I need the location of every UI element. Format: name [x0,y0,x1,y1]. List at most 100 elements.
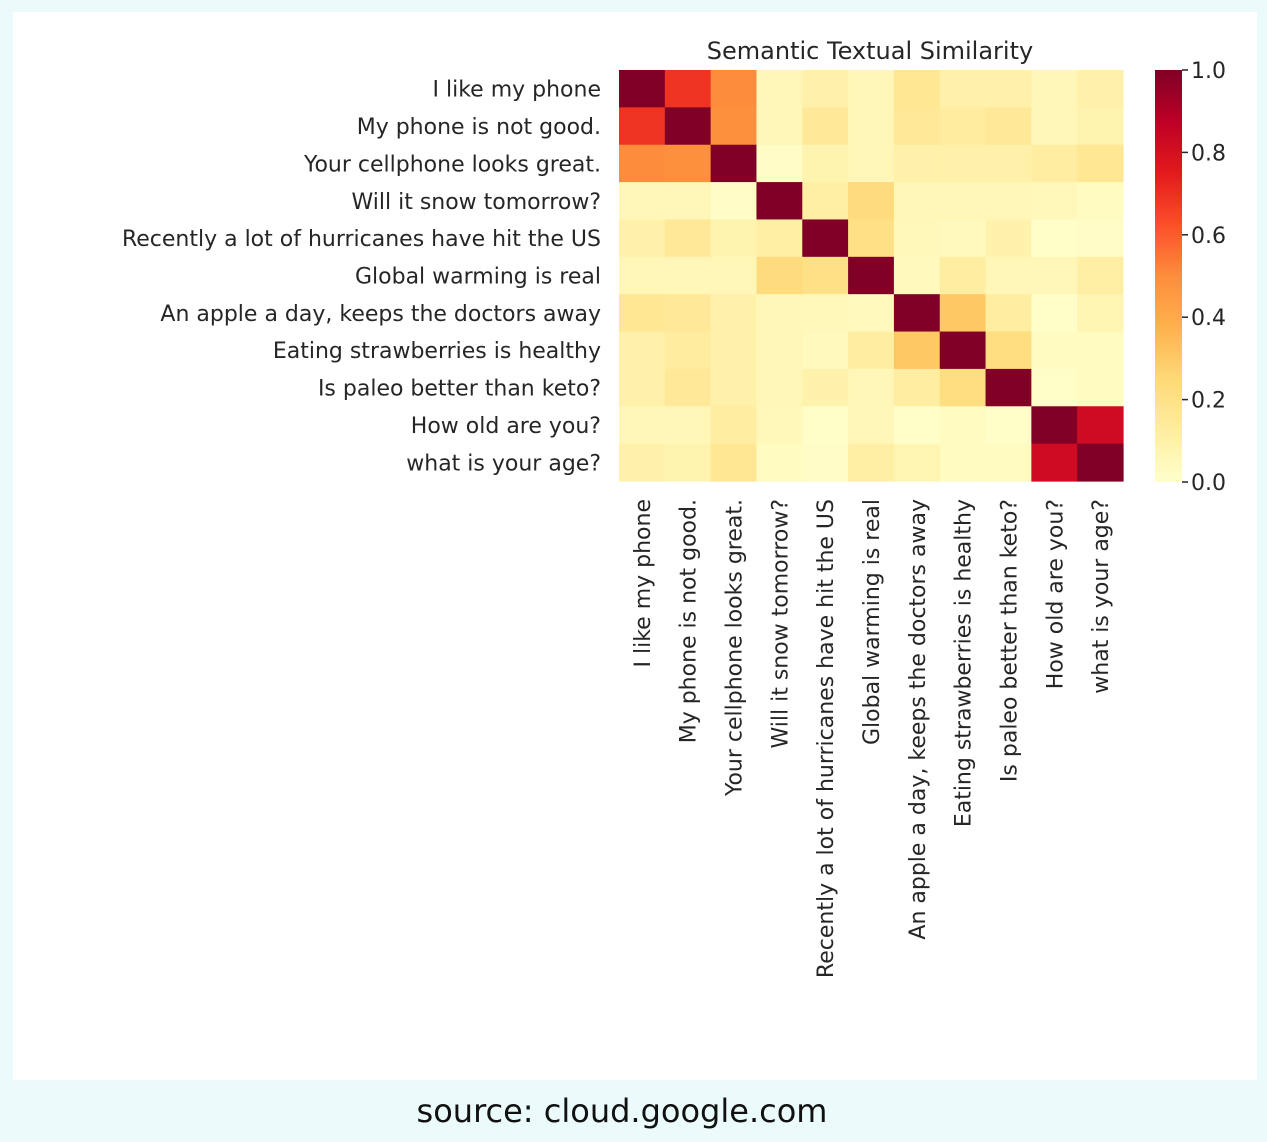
heatmap-cell [893,294,941,333]
heatmap-cell [893,219,941,258]
heatmap-cell [985,219,1032,258]
x-tick-label: I like my phone [631,499,656,667]
heatmap-cell [619,182,666,221]
y-tick-label: Global warming is real [355,265,601,290]
heatmap-cell [893,443,941,482]
heatmap-cell [893,331,941,370]
heatmap-cell [1031,144,1078,183]
y-axis-labels: I like my phone My phone is not good. Your… [122,78,601,477]
heatmap-cell [619,219,666,258]
heatmap-cell [893,70,941,108]
y-tick-label: what is your age? [406,451,601,476]
heatmap-cell [848,182,895,221]
heatmap-cell [710,406,758,445]
heatmap-cell [619,443,666,482]
x-tick-label: How old are you? [1043,499,1068,689]
heatmap-cells [619,70,1124,482]
heatmap-cell [710,443,758,482]
heatmap-cell [1031,107,1078,146]
heatmap-cell [939,182,987,221]
heatmap-cell [939,443,987,482]
x-tick-label: Your cellphone looks great. [723,499,748,797]
y-tick-label: Recently a lot of hurricanes have hit th… [122,227,601,252]
x-tick-label: Recently a lot of hurricanes have hit th… [814,499,839,978]
x-tick-label: what is your age? [1089,499,1114,694]
heatmap-cell [939,219,987,258]
heatmap-cell [802,219,849,258]
heatmap-cell [756,406,803,445]
y-tick-label: How old are you? [411,414,601,439]
heatmap-cell [1077,406,1124,445]
colorbar-tick-label: 0.0 [1191,471,1226,496]
colorbar-tick-label: 0.6 [1191,224,1226,249]
heatmap-cell [756,443,803,482]
heatmap-cell [802,182,849,221]
colorbar: 0.0 0.2 0.4 0.6 0.8 1.0 [1155,59,1226,496]
heatmap-cell [1031,368,1078,407]
heatmap-cell [893,256,941,295]
heatmap-cell [893,182,941,221]
heatmap-cell [802,256,849,295]
x-tick-label: My phone is not good. [677,499,702,743]
heatmap-cell [619,144,666,183]
heatmap-cell [710,144,758,183]
heatmap-cell [848,294,895,333]
heatmap-cell [1077,107,1124,146]
heatmap-cell [664,331,712,370]
heatmap-cell [802,406,849,445]
heatmap-cell [939,368,987,407]
source-caption: source: cloud.google.com [416,1092,828,1130]
heatmap-cell [802,107,849,146]
heatmap-cell [893,406,941,445]
x-tick-label: Eating strawberries is healthy [952,499,977,827]
x-tick-label: Will it snow tomorrow? [768,499,793,749]
heatmap-cell [1077,70,1124,108]
heatmap-cell [848,443,895,482]
heatmap-cell [619,368,666,407]
heatmap-cell [664,368,712,407]
heatmap-cell [1077,182,1124,221]
heatmap-cell [939,144,987,183]
heatmap-cell [710,182,758,221]
heatmap-cell [985,294,1032,333]
heatmap-cell [985,107,1032,146]
x-axis-labels: I like my phone My phone is not good. Your… [631,499,1114,978]
heatmap-cell [756,294,803,333]
colorbar-tick-label: 0.2 [1191,389,1226,414]
heatmap-cell [1031,256,1078,295]
heatmap-cell [939,331,987,370]
heatmap-cell [1031,331,1078,370]
heatmap-cell [802,144,849,183]
heatmap-cell [848,406,895,445]
heatmap-cell [756,182,803,221]
heatmap-cell [939,294,987,333]
heatmap-cell [756,256,803,295]
heatmap-cell [664,294,712,333]
heatmap-cell [619,331,666,370]
heatmap-cell [756,144,803,183]
y-tick-label: Will it snow tomorrow? [351,190,601,215]
heatmap-cell [664,443,712,482]
heatmap-cell [848,144,895,183]
heatmap-cell [710,256,758,295]
heatmap-cell [985,443,1032,482]
heatmap-cell [619,70,666,108]
heatmap-cell [939,256,987,295]
heatmap-cell [1031,443,1078,482]
heatmap-cell [664,144,712,183]
x-tick-label: An apple a day, keeps the doctors away [906,499,931,940]
heatmap-cell [756,107,803,146]
heatmap-cell [802,443,849,482]
y-tick-label: Eating strawberries is healthy [273,339,601,364]
heatmap-cell [1077,219,1124,258]
heatmap-cell [1077,144,1124,183]
heatmap-cell [1077,294,1124,333]
heatmap-cell [1031,182,1078,221]
heatmap-cell [848,331,895,370]
heatmap-cell [848,70,895,108]
heatmap-cell [664,219,712,258]
x-tick-label: Global warming is real [860,499,885,745]
heatmap-cell [1077,331,1124,370]
